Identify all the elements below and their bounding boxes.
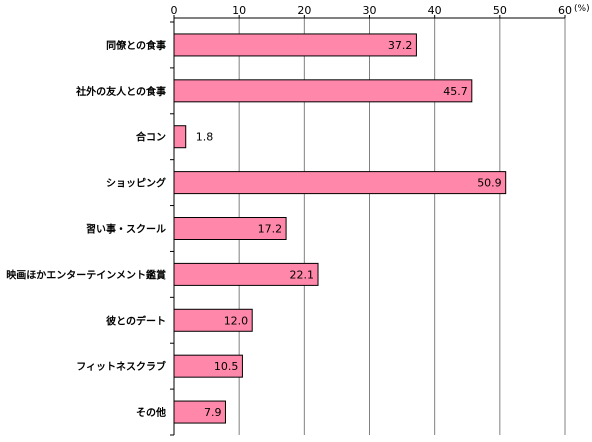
value-label: 7.9 (204, 406, 222, 419)
value-label: 10.5 (214, 360, 239, 373)
bar (173, 125, 187, 149)
value-labels: 37.2 45.7 1.8 50.9 17.2 22.1 12.0 10.5 7.9 (196, 39, 502, 419)
category-label: 同僚との食事 (106, 39, 166, 52)
value-label: 12.0 (224, 314, 249, 327)
bar (173, 308, 253, 332)
value-label: 1.8 (196, 131, 214, 144)
x-tick-label: 10 (232, 4, 246, 17)
x-tick-label: 50 (493, 4, 507, 17)
category-label: 彼とのデート (106, 314, 166, 327)
bar (173, 354, 243, 378)
x-tick-label: 40 (428, 4, 442, 17)
category-label: ショッピング (106, 177, 166, 190)
bars (173, 33, 507, 424)
x-tick-label: 0 (171, 4, 178, 17)
category-label: その他 (136, 406, 166, 419)
bar (173, 217, 287, 240)
x-tick-label: 20 (297, 4, 311, 17)
category-label: 習い事・スクール (86, 223, 166, 236)
bar (173, 79, 473, 103)
unit-label: (%) (574, 4, 590, 14)
category-labels: 同僚との食事社外の友人との食事合コンショッピング習い事・スクール映画ほかエンター… (6, 39, 166, 419)
bar (173, 171, 507, 195)
x-tick-label: 30 (363, 4, 377, 17)
bar (173, 33, 417, 57)
value-label: 45.7 (443, 85, 468, 98)
category-label: 社外の友人との食事 (75, 85, 166, 98)
bar (173, 400, 226, 424)
bar (173, 262, 319, 286)
value-label: 17.2 (258, 223, 283, 236)
value-axis: 0 10 20 30 40 50 60 (%) (170, 4, 590, 436)
category-label: 映画ほかエンターテインメント鑑賞 (6, 268, 166, 281)
category-label: 合コン (135, 131, 166, 144)
x-tick-label: 60 (558, 4, 572, 17)
category-label: フィットネスクラブ (76, 360, 166, 373)
value-label: 50.9 (477, 177, 502, 190)
value-label: 37.2 (388, 39, 413, 52)
value-label: 22.1 (290, 268, 315, 281)
